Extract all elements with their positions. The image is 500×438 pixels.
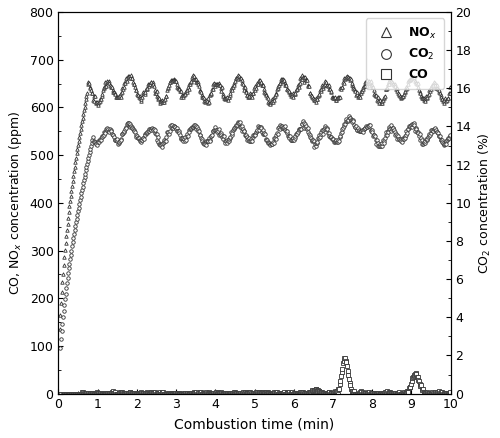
Legend: NO$_x$, CO$_2$, CO: NO$_x$, CO$_2$, CO — [366, 18, 444, 89]
Y-axis label: CO$_2$ concentration (%): CO$_2$ concentration (%) — [477, 132, 493, 274]
X-axis label: Combustion time (min): Combustion time (min) — [174, 417, 334, 431]
Y-axis label: CO, NO$_x$ concentration (ppm): CO, NO$_x$ concentration (ppm) — [7, 110, 24, 295]
